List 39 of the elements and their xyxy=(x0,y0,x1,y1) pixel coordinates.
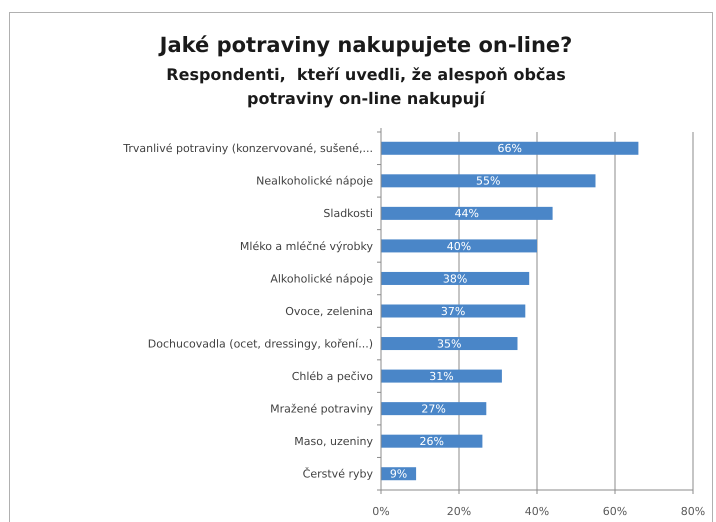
chart-subtitle: Respondenti, kteří uvedli, že alespoň občas potraviny on-line nakupují xyxy=(166,65,566,108)
bar xyxy=(381,206,553,220)
bar xyxy=(381,402,486,416)
chart-title: Jaké potraviny nakupujete on-line? xyxy=(158,33,572,57)
y-tick-label: Chléb a pečivo xyxy=(292,370,374,383)
data-label: 27% xyxy=(421,402,446,416)
y-tick-label: Dochucovadla (ocet, dressingy, koření...) xyxy=(148,337,373,350)
bar xyxy=(381,337,518,350)
bar xyxy=(381,142,638,155)
data-label: 37% xyxy=(440,304,466,318)
data-label: 26% xyxy=(419,435,444,448)
data-label: 55% xyxy=(476,174,500,188)
y-tick-label: Ovoce, zelenina xyxy=(285,304,373,318)
bar xyxy=(381,174,596,188)
x-tick-label: 0% xyxy=(372,505,390,518)
data-label: 35% xyxy=(437,337,462,350)
x-tick-label: 20% xyxy=(446,505,472,518)
bar xyxy=(381,434,482,448)
data-label: 9% xyxy=(390,468,408,481)
x-tick-label: 40% xyxy=(524,505,550,518)
y-tick-label: Alkoholické nápoje xyxy=(270,272,374,286)
data-label: 40% xyxy=(446,240,472,253)
y-tick-label: Čerstvé ryby xyxy=(302,466,374,481)
bar xyxy=(381,304,526,318)
data-label: 44% xyxy=(454,207,480,220)
data-label: 38% xyxy=(442,272,468,286)
bar xyxy=(381,272,530,285)
y-tick-label: Sladkosti xyxy=(323,207,373,220)
x-tick-label: 80% xyxy=(680,505,706,518)
y-tick-label: Maso, uzeniny xyxy=(294,435,374,448)
x-tick-label: 60% xyxy=(602,505,628,518)
bar xyxy=(381,239,537,252)
y-tick-label: Mléko a mléčné výrobky xyxy=(240,240,374,253)
y-tick-label: Trvanlivé potraviny (konzervované, sušené,... xyxy=(122,142,373,156)
bar xyxy=(381,370,502,383)
y-tick-label: Mražené potraviny xyxy=(270,402,374,416)
data-label: 66% xyxy=(497,142,522,156)
y-tick-label: Nealkoholické nápoje xyxy=(256,174,374,188)
data-label: 31% xyxy=(429,370,454,383)
